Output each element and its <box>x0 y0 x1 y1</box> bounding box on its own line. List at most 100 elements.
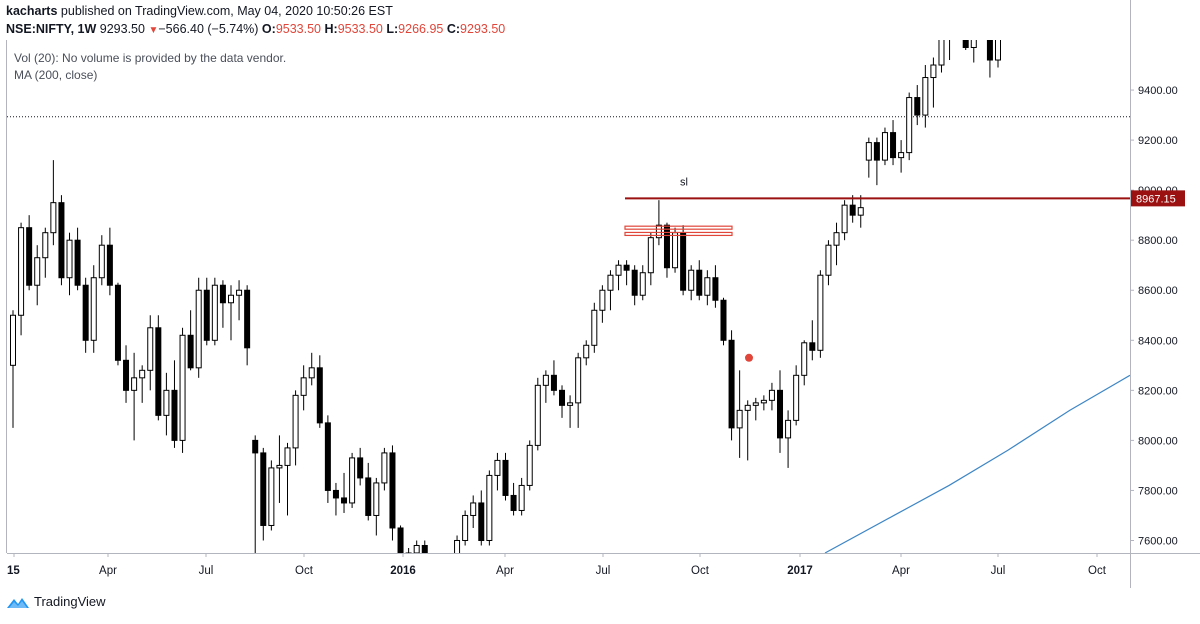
candle-body <box>187 334 194 369</box>
candle <box>462 510 469 546</box>
candle-body <box>986 40 993 61</box>
candle <box>470 495 477 528</box>
candle <box>688 265 695 301</box>
candle-body <box>849 204 856 216</box>
candle-body <box>696 269 703 296</box>
ma-200-line <box>824 374 1130 553</box>
publish-info: kacharts published on TradingView.com, M… <box>6 4 393 18</box>
candle-body <box>82 284 89 341</box>
candle-body <box>268 467 275 526</box>
candle-body <box>744 404 751 411</box>
candle-body <box>98 244 105 279</box>
candle <box>550 360 557 396</box>
candle-body <box>599 289 606 311</box>
candle-body <box>421 544 428 553</box>
candle <box>833 222 840 266</box>
plot-area[interactable] <box>7 0 1130 619</box>
x-tick-label: Jul <box>596 565 611 577</box>
x-tick-label: 15 <box>7 565 20 577</box>
x-tick-label: Oct <box>295 565 314 577</box>
volume-indicator-legend[interactable]: Vol (20): No volume is provided by the d… <box>14 51 287 65</box>
candle-body <box>74 239 81 286</box>
candle <box>163 372 170 436</box>
candle <box>147 315 154 391</box>
candle <box>66 232 73 296</box>
y-tick-label: 8200.00 <box>1138 385 1178 397</box>
candle-body <box>906 97 913 154</box>
candle <box>575 352 582 428</box>
candle <box>260 447 267 541</box>
candle <box>801 340 808 386</box>
candle-body <box>438 586 443 616</box>
ma-indicator-legend[interactable]: MA (200, close) <box>14 68 98 82</box>
candle-body <box>672 232 679 269</box>
candle <box>195 277 202 378</box>
candle-body <box>373 482 380 516</box>
published-text: published on TradingView.com, May 04, 20… <box>60 4 393 18</box>
candle-body <box>365 477 372 516</box>
candle-body <box>260 452 267 526</box>
candle <box>244 285 251 366</box>
candle-body <box>462 514 469 541</box>
candle-body <box>615 264 622 276</box>
candle <box>672 227 679 273</box>
candle <box>268 460 275 531</box>
y-tick-label: 8600.00 <box>1138 285 1178 297</box>
candle-body <box>9 314 17 366</box>
candle <box>82 277 89 353</box>
signal-marker[interactable] <box>745 353 753 362</box>
candle-body <box>163 389 170 416</box>
candle <box>534 377 541 451</box>
candle <box>809 320 816 361</box>
candle-body <box>50 202 57 234</box>
candle-body <box>300 377 307 396</box>
candle <box>518 477 525 516</box>
candle <box>26 215 33 291</box>
candle-body <box>979 15 984 28</box>
x-tick-label: Jul <box>991 565 1006 577</box>
candle <box>219 280 226 328</box>
tradingview-logo-icon <box>7 597 29 608</box>
candle <box>50 160 57 246</box>
x-tick-label: Apr <box>892 565 910 577</box>
y-tick-label: 8800.00 <box>1138 235 1178 247</box>
candle-body <box>857 207 864 216</box>
candle <box>211 277 218 346</box>
candle-body <box>922 77 929 116</box>
candle <box>970 40 977 63</box>
low-value: 9266.95 <box>398 22 444 36</box>
candle <box>696 260 703 301</box>
candle <box>949 40 951 61</box>
candle <box>324 415 331 503</box>
candle <box>914 85 921 126</box>
tradingview-footer[interactable]: TradingView <box>6 594 106 609</box>
zone-line[interactable] <box>624 225 733 230</box>
candle <box>825 240 832 286</box>
candle-body <box>890 132 897 159</box>
symbol-name[interactable]: NSE:NIFTY, 1W <box>6 22 97 36</box>
candle-body <box>841 204 848 234</box>
candle <box>890 120 897 166</box>
y-tick-label: 8400.00 <box>1138 335 1178 347</box>
candle-body <box>575 357 582 404</box>
candle-body <box>349 457 356 504</box>
candle <box>316 355 323 428</box>
zone-line[interactable] <box>624 231 733 237</box>
candle-body <box>583 344 590 359</box>
candle-body <box>768 389 775 401</box>
candle <box>785 410 792 468</box>
sl-annotation[interactable]: sl <box>680 176 688 188</box>
candle <box>446 561 451 596</box>
open-value: 9533.50 <box>275 22 321 36</box>
y-tick-label: 8000.00 <box>1138 435 1178 447</box>
candle-body <box>542 374 549 386</box>
publisher-name[interactable]: kacharts <box>6 4 58 18</box>
candle-body <box>607 274 614 291</box>
candle <box>365 462 372 521</box>
candle-body <box>567 402 574 406</box>
candle-body <box>873 142 880 161</box>
last-price: 9293.50 <box>99 22 145 36</box>
candle-body <box>559 389 566 406</box>
